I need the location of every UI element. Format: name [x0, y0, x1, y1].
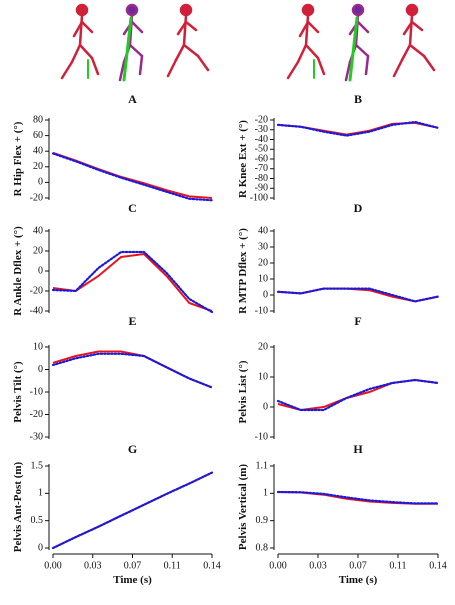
- y-tick-label: -50: [255, 144, 268, 155]
- panel-title: G: [128, 442, 137, 456]
- y-tick-label: -70: [255, 163, 268, 174]
- panel: C R Ankle Dflex + (°) 40 20 0 -20 -40: [12, 201, 214, 316]
- y-tick-label: 20: [33, 161, 43, 172]
- skeleton: [118, 3, 144, 82]
- y-tick-label: 30: [258, 241, 268, 252]
- y-tick-label: -100: [250, 192, 268, 203]
- y-tick-label: 20: [258, 341, 268, 352]
- x-tick-label: 0.00: [269, 560, 287, 571]
- skeleton-images: [60, 3, 436, 82]
- panel-title: D: [354, 201, 363, 215]
- y-axis-label: Pelvis Vertical (m): [237, 464, 249, 550]
- panel-title: A: [128, 92, 137, 106]
- y-tick-label: 20: [33, 245, 43, 256]
- y-tick-label: -30: [255, 124, 268, 135]
- y-tick-label: -40: [30, 305, 43, 316]
- skeleton-group-copy: [286, 3, 436, 82]
- panel-title: E: [128, 314, 136, 328]
- x-tick-label: 0.11: [389, 560, 406, 571]
- y-tick-label: 0: [38, 177, 43, 188]
- y-tick-label: 0.9: [256, 515, 269, 526]
- y-tick-label: -30: [30, 431, 43, 442]
- x-axis-label: Time (s): [339, 574, 378, 586]
- y-tick-label: 0: [38, 265, 43, 276]
- series-line: [276, 287, 440, 303]
- skeleton: [60, 3, 100, 80]
- y-tick-label: -90: [255, 183, 268, 194]
- y-axis-label: Pelvis Tilt (°): [12, 361, 24, 423]
- y-tick-label: 0.5: [31, 515, 44, 526]
- y-tick-label: -10: [255, 431, 268, 442]
- panel: A R Hip Flex + (°) 80 60 40 20 0 -20: [12, 92, 214, 203]
- y-tick-label: -80: [255, 173, 268, 184]
- y-tick-label: 1.1: [256, 460, 269, 471]
- y-tick-label: 0: [263, 401, 268, 412]
- panel-title: H: [353, 442, 363, 456]
- series-line: [52, 252, 213, 312]
- y-axis-label: R MTP Dflex + (°): [237, 228, 249, 314]
- panel-title: C: [128, 201, 137, 215]
- x-tick-label: 0.07: [349, 560, 367, 571]
- y-tick-label: 1: [263, 488, 268, 499]
- series-line: [277, 287, 439, 303]
- y-tick-label: 10: [258, 371, 268, 382]
- panel-title: B: [354, 92, 362, 106]
- y-axis-label: Pelvis Ant-Post (m): [12, 461, 24, 552]
- series-line: [51, 471, 214, 550]
- series-line: [51, 152, 214, 202]
- y-tick-label: -40: [255, 134, 268, 145]
- series-line: [51, 250, 214, 314]
- x-tick-label: 0.14: [203, 560, 221, 571]
- y-axis-label: R Ankle Dflex + (°): [12, 226, 24, 316]
- x-axis-label: Time (s): [113, 574, 152, 586]
- series-line: [52, 151, 213, 199]
- skeleton-group: [60, 3, 210, 82]
- y-tick-label: 20: [258, 257, 268, 268]
- y-tick-label: -20: [30, 192, 43, 203]
- panel: H Pelvis Vertical (m) 1.1 1 0.9 0.80.00 0.03 0.…: [237, 442, 447, 586]
- series-line: [277, 378, 439, 412]
- skeleton: [166, 3, 210, 78]
- y-tick-label: -20: [30, 409, 43, 420]
- y-axis-label: Pelvis List (°): [237, 360, 249, 423]
- series-line: [52, 350, 213, 389]
- y-tick-label: 40: [258, 225, 268, 236]
- y-tick-label: -10: [255, 305, 268, 316]
- x-tick-label: 0.07: [124, 560, 142, 571]
- y-tick-label: 0: [38, 542, 43, 553]
- series-line: [51, 352, 214, 389]
- y-tick-label: 0.8: [256, 542, 269, 553]
- y-axis-label: R Hip Flex + (°): [12, 121, 24, 196]
- y-tick-label: 80: [33, 114, 43, 125]
- panel: G Pelvis Ant-Post (m) 1.5 1 0.5 00.00 0.03 0.07…: [12, 442, 221, 586]
- x-tick-label: 0.00: [44, 560, 62, 571]
- y-tick-label: 40: [33, 225, 43, 236]
- y-tick-label: 1: [38, 488, 43, 499]
- x-tick-label: 0.11: [164, 560, 181, 571]
- y-tick-label: 1.5: [31, 460, 44, 471]
- panel-title: F: [354, 314, 361, 328]
- panel: F Pelvis List (°) 20 10 0 -10: [237, 314, 440, 442]
- y-tick-label: 0: [263, 289, 268, 300]
- panel: D R MTP Dflex + (°) 40 30 20 10 0 -10: [237, 201, 440, 316]
- x-tick-label: 0.03: [84, 560, 102, 571]
- panel: E Pelvis Tilt (°) 10 0 -10 -20 -30: [12, 314, 214, 442]
- panel: B R Knee Ext + (°) -20-30-40-50-60-70-80-9…: [237, 92, 440, 203]
- y-tick-label: 40: [33, 145, 43, 156]
- y-tick-label: 60: [33, 130, 43, 141]
- y-tick-label: -20: [30, 285, 43, 296]
- x-tick-label: 0.03: [309, 560, 327, 571]
- y-tick-label: 10: [258, 273, 268, 284]
- series-line: [276, 378, 440, 412]
- y-tick-label: 10: [33, 341, 43, 352]
- y-tick-label: -20: [255, 114, 268, 125]
- y-tick-label: 0: [38, 364, 43, 375]
- y-tick-label: -60: [255, 153, 268, 164]
- series-line: [276, 120, 440, 137]
- series-line: [276, 490, 440, 505]
- y-axis-label: R Knee Ext + (°): [237, 120, 249, 198]
- x-tick-label: 0.14: [429, 560, 447, 571]
- y-tick-label: -10: [30, 386, 43, 397]
